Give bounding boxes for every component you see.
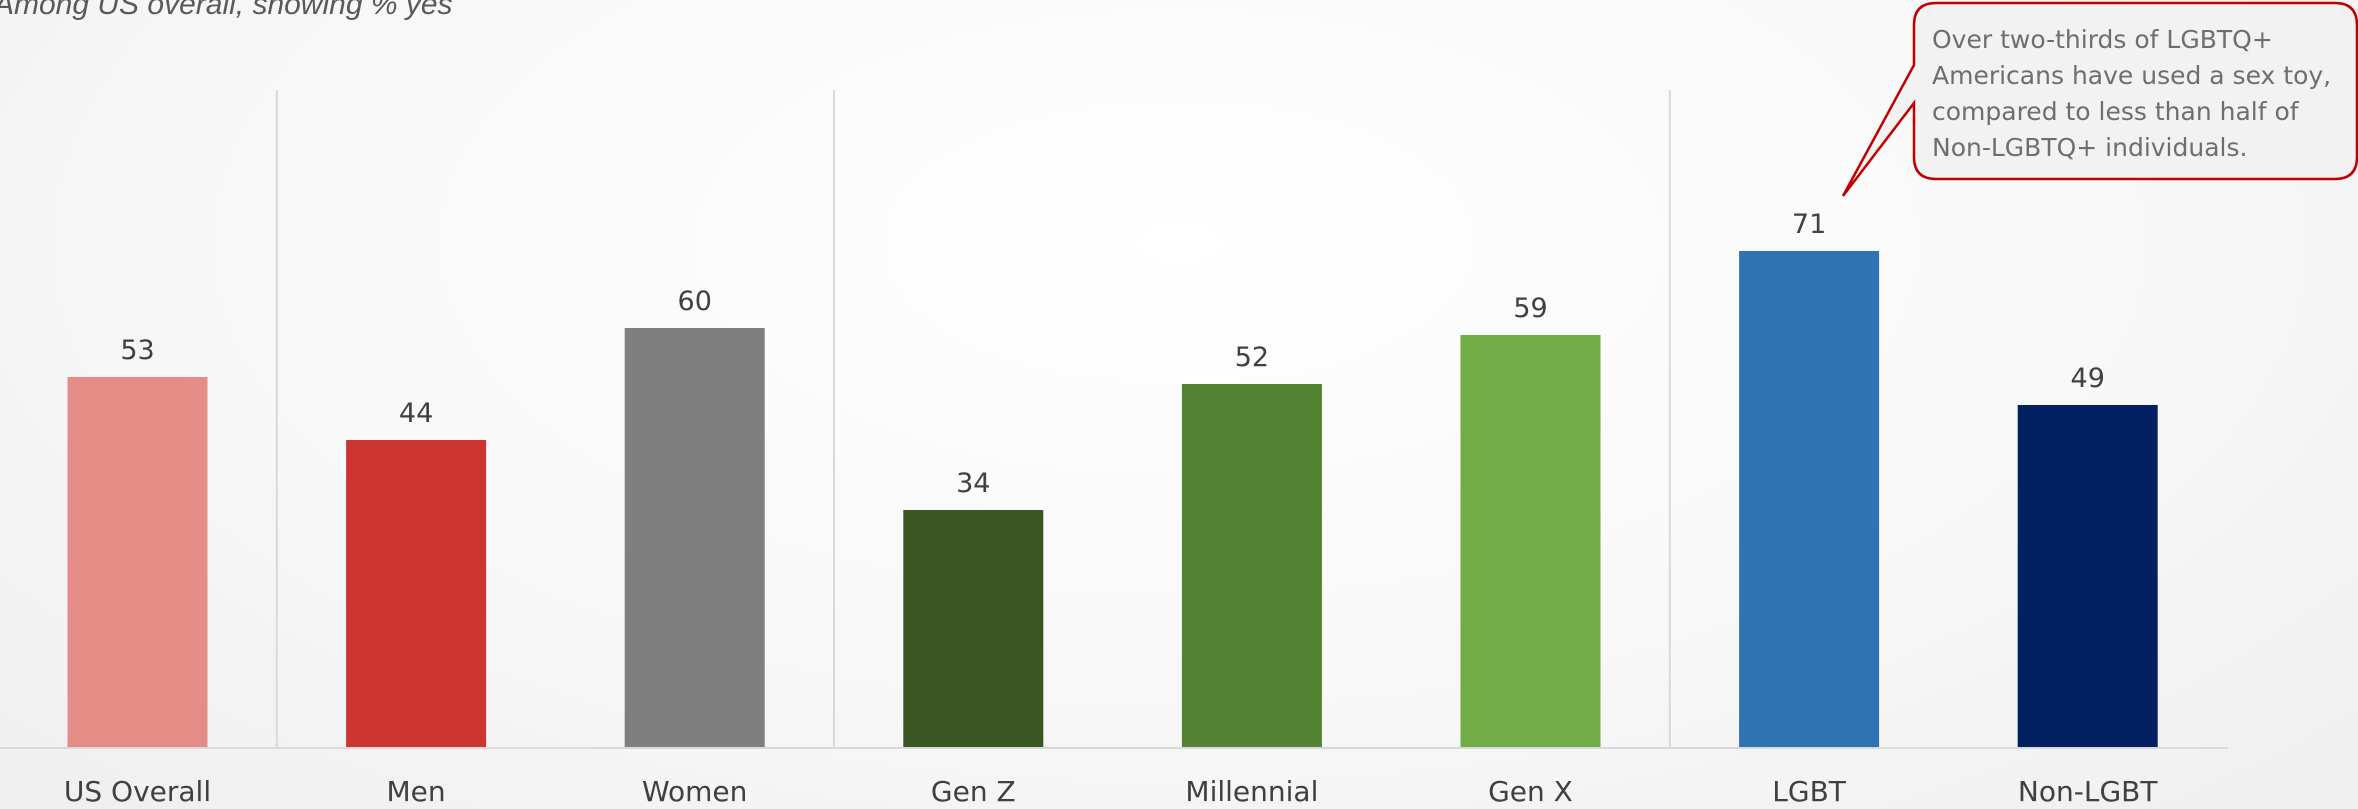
value-label-non-lgbt: 49 — [2071, 363, 2105, 394]
category-labels: US Overall Men Women Gen Z Millennial Gen X LG… — [64, 775, 2158, 808]
category-label-gen-x: Gen X — [1488, 775, 1573, 808]
group-separators — [275, 90, 1671, 748]
annotation-text: Over two-thirds of LGBTQ+ Americans have… — [1932, 25, 2332, 162]
value-label-women: 60 — [678, 286, 712, 317]
value-label-lgbt: 71 — [1792, 209, 1826, 240]
category-label-non-lgbt: Non-LGBT — [2018, 775, 2158, 808]
value-label-gen-x: 59 — [1513, 293, 1547, 324]
annotation-callout-box — [1841, 1, 2358, 197]
value-labels: 53 44 60 34 52 59 71 49 — [120, 209, 2105, 499]
category-label-gen-z: Gen Z — [931, 775, 1016, 808]
bar-millennial — [1181, 384, 1322, 748]
category-label-men: Men — [387, 775, 446, 808]
bar-non-lgbt — [2017, 405, 2158, 748]
value-label-gen-z: 34 — [956, 468, 990, 499]
category-label-women: Women — [642, 775, 747, 808]
category-label-us-overall: US Overall — [64, 775, 211, 808]
bar-women — [624, 328, 765, 748]
value-label-men: 44 — [399, 398, 433, 429]
bar-lgbt — [1739, 251, 1880, 748]
bar-gen-z — [903, 510, 1044, 748]
value-label-millennial: 52 — [1235, 342, 1269, 373]
bar-men — [346, 440, 487, 748]
chart-subtitle: Among US overall, showing % yes — [0, 0, 453, 21]
value-label-us-overall: 53 — [120, 335, 154, 366]
category-label-lgbt: LGBT — [1772, 775, 1847, 808]
bar-gen-x — [1460, 335, 1601, 748]
bar-us-overall — [67, 377, 208, 748]
category-label-millennial: Millennial — [1185, 775, 1318, 808]
bars — [67, 251, 2158, 748]
